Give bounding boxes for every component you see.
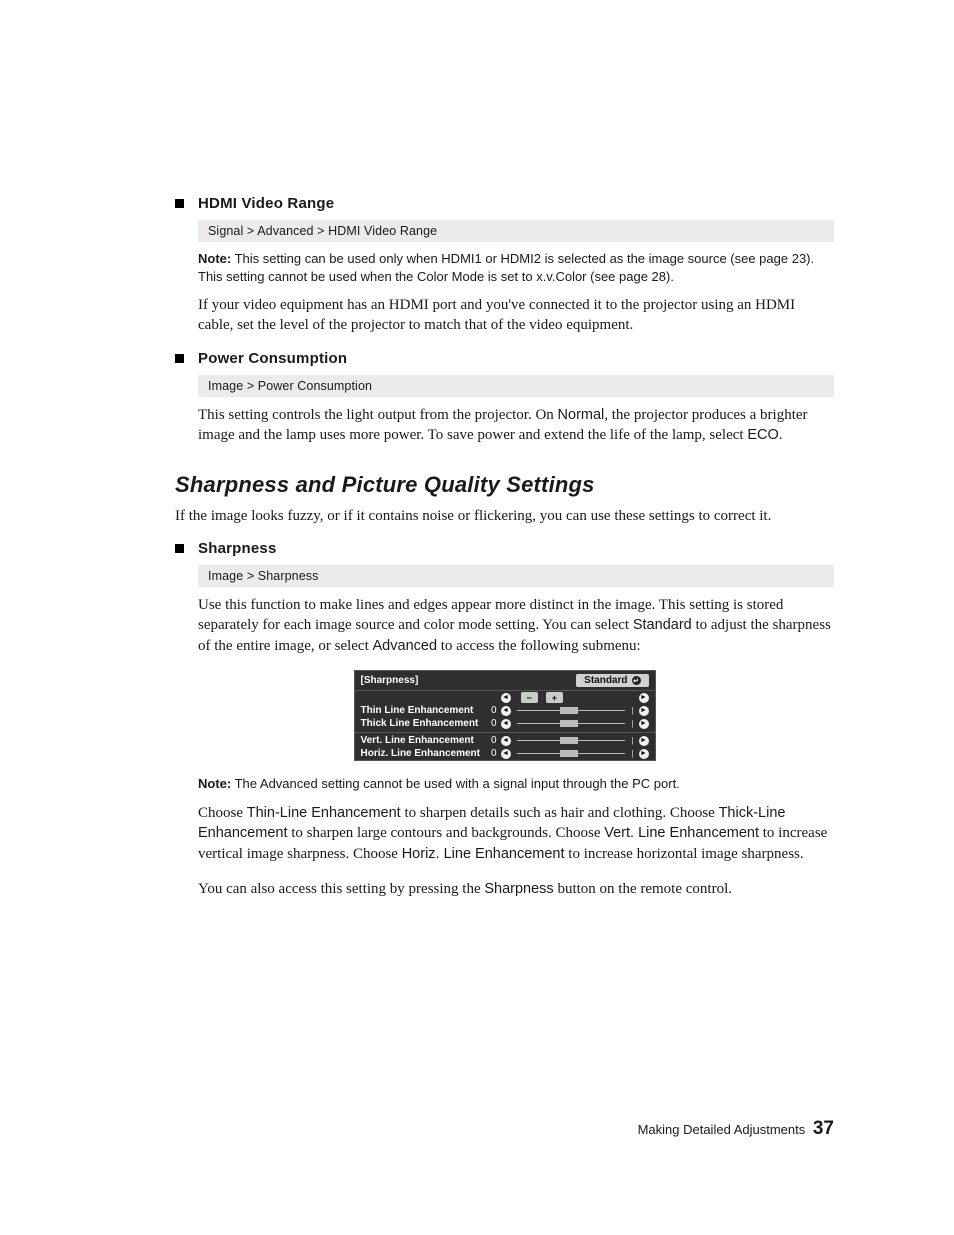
submenu-rows: Thin Line Enhancement0◄|►Thick Line Enha… bbox=[355, 704, 655, 760]
body-text: If your video equipment has an HDMI port… bbox=[198, 295, 834, 336]
note-text: This setting can be used only when HDMI1… bbox=[198, 251, 814, 284]
slider-end-marker: | bbox=[631, 719, 634, 728]
item-power-consumption: Power Consumption Image > Power Consumpt… bbox=[175, 350, 834, 446]
arrow-right-icon[interactable]: ► bbox=[639, 736, 649, 746]
breadcrumb: Image > Sharpness bbox=[198, 565, 834, 587]
keyword-thin-line: Thin-Line Enhancement bbox=[247, 805, 401, 821]
submenu-header: [Sharpness] Standard ↵ bbox=[355, 671, 655, 691]
arrow-left-icon[interactable]: ◄ bbox=[501, 706, 511, 716]
page-footer: Making Detailed Adjustments 37 bbox=[638, 1118, 834, 1140]
manual-page: HDMI Video Range Signal > Advanced > HDM… bbox=[0, 0, 954, 1235]
text: to sharpen details such as hair and clot… bbox=[401, 805, 719, 821]
footer-chapter: Making Detailed Adjustments bbox=[638, 1122, 806, 1137]
text: to increase horizontal image sharpness. bbox=[565, 846, 804, 862]
text: This setting controls the light output f… bbox=[198, 407, 558, 423]
item-title: Sharpness bbox=[198, 540, 277, 557]
body-text: This setting controls the light output f… bbox=[198, 405, 834, 446]
item-sharpness: Sharpness Image > Sharpness Use this fun… bbox=[175, 540, 834, 899]
keyword-vert-line: Vert. Line Enhancement bbox=[604, 825, 759, 841]
arrow-left-icon[interactable]: ◄ bbox=[501, 693, 511, 703]
keyword-standard: Standard bbox=[633, 617, 692, 633]
slider[interactable] bbox=[517, 750, 626, 757]
text: to sharpen large contours and background… bbox=[287, 825, 604, 841]
submenu-row-label: Thin Line Enhancement bbox=[361, 705, 483, 716]
bullet-icon bbox=[175, 544, 184, 553]
slider[interactable] bbox=[517, 737, 626, 744]
keyword-advanced: Advanced bbox=[373, 638, 438, 654]
submenu-row: Thin Line Enhancement 0 ◄ | ► bbox=[355, 704, 655, 717]
submenu-row-label: Thick Line Enhancement bbox=[361, 718, 483, 729]
submenu-pm-row: ◄ − + ► bbox=[355, 691, 655, 704]
bullet-row: HDMI Video Range bbox=[175, 195, 834, 212]
bullet-icon bbox=[175, 199, 184, 208]
note: Note: This setting can be used only when… bbox=[198, 250, 834, 285]
breadcrumb: Image > Power Consumption bbox=[198, 375, 834, 397]
pill-label: Standard bbox=[584, 675, 627, 686]
note-label: Note: bbox=[198, 251, 231, 266]
body-text: You can also access this setting by pres… bbox=[198, 879, 834, 900]
slider-end-marker: | bbox=[631, 749, 634, 758]
plus-button[interactable]: + bbox=[546, 692, 563, 703]
submenu-row: Horiz. Line Enhancement 0 ◄ | ► bbox=[355, 747, 655, 760]
slider[interactable] bbox=[517, 720, 626, 727]
keyword-eco: ECO bbox=[747, 427, 778, 443]
text: button on the remote control. bbox=[554, 881, 732, 897]
keyword-normal: Normal bbox=[558, 407, 605, 423]
arrow-right-icon[interactable]: ► bbox=[639, 706, 649, 716]
bullet-icon bbox=[175, 354, 184, 363]
section-title: Sharpness and Picture Quality Settings bbox=[175, 472, 834, 498]
bullet-row: Sharpness bbox=[175, 540, 834, 557]
submenu-row-value: 0 bbox=[487, 748, 497, 759]
minus-button[interactable]: − bbox=[521, 692, 538, 703]
submenu-row-label: Vert. Line Enhancement bbox=[361, 735, 483, 746]
note-text: The Advanced setting cannot be used with… bbox=[235, 776, 680, 791]
submenu-row-value: 0 bbox=[487, 705, 497, 716]
submenu-header-title: [Sharpness] bbox=[361, 675, 577, 686]
arrow-left-icon[interactable]: ◄ bbox=[501, 749, 511, 759]
footer-page-number: 37 bbox=[813, 1118, 834, 1139]
submenu-row-value: 0 bbox=[487, 718, 497, 729]
body-text: Choose Thin-Line Enhancement to sharpen … bbox=[198, 803, 834, 865]
arrow-left-icon[interactable]: ◄ bbox=[501, 736, 511, 746]
arrow-left-icon[interactable]: ◄ bbox=[501, 719, 511, 729]
slider[interactable] bbox=[517, 707, 626, 714]
submenu-standard-pill[interactable]: Standard ↵ bbox=[576, 674, 648, 687]
submenu-row: Vert. Line Enhancement 0 ◄ | ► bbox=[355, 732, 655, 747]
body-text: Use this function to make lines and edge… bbox=[198, 595, 834, 656]
enter-icon: ↵ bbox=[632, 676, 641, 685]
keyword-horiz-line: Horiz. Line Enhancement bbox=[402, 846, 565, 862]
slider-end-marker: | bbox=[631, 736, 634, 745]
breadcrumb: Signal > Advanced > HDMI Video Range bbox=[198, 220, 834, 242]
text: You can also access this setting by pres… bbox=[198, 881, 484, 897]
item-title: Power Consumption bbox=[198, 350, 347, 367]
arrow-right-icon[interactable]: ► bbox=[639, 719, 649, 729]
submenu-row: Thick Line Enhancement 0 ◄ | ► bbox=[355, 717, 655, 730]
submenu-row-label: Horiz. Line Enhancement bbox=[361, 748, 483, 759]
note-label: Note: bbox=[198, 776, 231, 791]
keyword-sharpness-button: Sharpness bbox=[484, 881, 553, 897]
bullet-row: Power Consumption bbox=[175, 350, 834, 367]
pm-group: − + bbox=[521, 692, 564, 703]
text: to access the following submenu: bbox=[437, 638, 641, 654]
text: . bbox=[779, 427, 783, 443]
slider-end-marker: | bbox=[631, 706, 634, 715]
item-hdmi-video-range: HDMI Video Range Signal > Advanced > HDM… bbox=[175, 195, 834, 336]
note: Note: The Advanced setting cannot be use… bbox=[198, 775, 834, 793]
submenu-row-value: 0 bbox=[487, 735, 497, 746]
arrow-right-icon[interactable]: ► bbox=[639, 693, 649, 703]
arrow-right-icon[interactable]: ► bbox=[639, 749, 649, 759]
text: Choose bbox=[198, 805, 247, 821]
sharpness-submenu: [Sharpness] Standard ↵ ◄ − + ► Thin Line… bbox=[354, 670, 656, 761]
item-title: HDMI Video Range bbox=[198, 195, 334, 212]
section-intro: If the image looks fuzzy, or if it conta… bbox=[175, 506, 834, 526]
